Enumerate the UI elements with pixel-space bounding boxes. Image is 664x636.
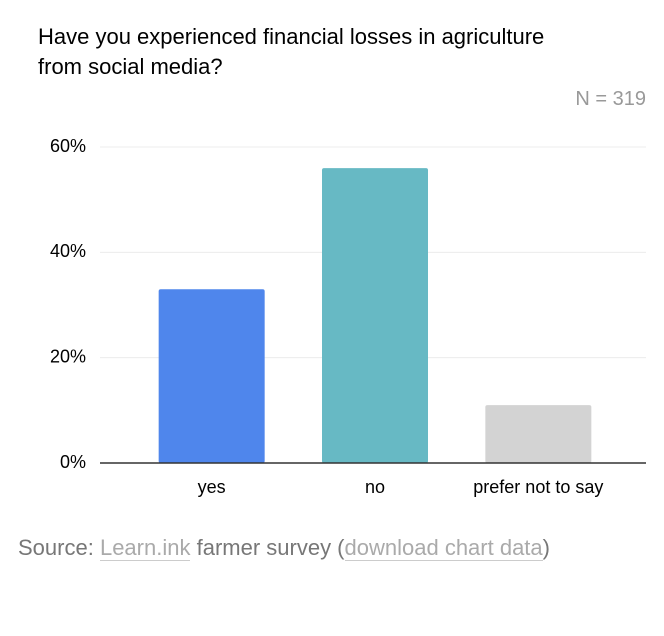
source-link[interactable]: Learn.ink bbox=[99, 535, 191, 561]
bar bbox=[485, 405, 592, 463]
source-text: farmer survey ( bbox=[196, 535, 345, 560]
x-tick-label: yes bbox=[198, 477, 226, 497]
source-suffix: ) bbox=[542, 535, 550, 560]
y-tick-label: 0% bbox=[60, 452, 86, 472]
chart: 0% 20% 40% 60% yes no prefer not to say bbox=[50, 136, 646, 497]
y-tick-label: 60% bbox=[50, 136, 86, 156]
x-tick-label: no bbox=[365, 477, 385, 497]
bar bbox=[322, 168, 428, 464]
bar bbox=[158, 289, 265, 463]
chart-subtitle: N = 319 bbox=[575, 88, 646, 110]
x-tick-label: prefer not to say bbox=[473, 477, 603, 497]
chart-title: Have you experienced financial losses in… bbox=[38, 24, 545, 79]
download-link[interactable]: download chart data bbox=[344, 535, 543, 561]
y-tick-label: 20% bbox=[50, 346, 86, 366]
source-note: Source: Learn.ink farmer survey (downloa… bbox=[18, 530, 654, 566]
y-tick-label: 40% bbox=[50, 241, 86, 261]
source-prefix: Source: bbox=[18, 535, 94, 560]
